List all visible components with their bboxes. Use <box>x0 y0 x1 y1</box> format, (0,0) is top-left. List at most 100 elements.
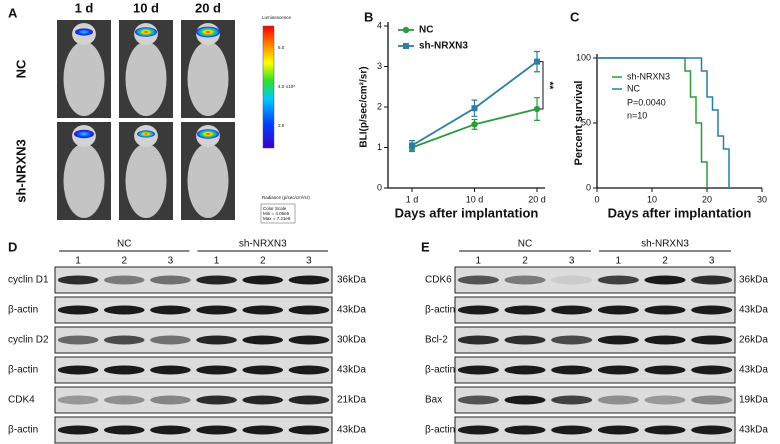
lane-label: 2 <box>522 256 528 267</box>
scale-title: Luminescence <box>262 15 292 20</box>
blot <box>454 266 736 294</box>
band <box>288 365 330 375</box>
scale-range: Color Scale <box>263 206 287 211</box>
y-tick-label: 1 <box>377 142 382 152</box>
blot <box>454 416 736 444</box>
panel-label: A <box>8 5 18 20</box>
band <box>597 425 639 435</box>
band <box>288 305 330 315</box>
lane-label: 1 <box>616 256 622 267</box>
survival-line <box>597 57 708 188</box>
signal <box>197 129 219 139</box>
signal <box>75 28 93 36</box>
band <box>288 335 330 345</box>
mouse-body <box>125 41 167 117</box>
lane-label: 3 <box>168 256 174 267</box>
band <box>288 275 330 285</box>
band <box>457 425 499 435</box>
band <box>57 305 99 315</box>
band <box>644 425 686 435</box>
band <box>457 305 499 315</box>
mouse-body <box>63 143 105 219</box>
blot <box>454 326 736 354</box>
size-label: 43kDa <box>337 305 366 316</box>
y-tick-label: 100 <box>576 52 591 62</box>
group-label: sh-NRXN3 <box>239 239 287 250</box>
survival-line <box>597 57 730 188</box>
band <box>504 425 546 435</box>
band <box>457 395 499 405</box>
band <box>644 305 686 315</box>
size-label: 43kDa <box>337 365 366 376</box>
band <box>691 335 733 345</box>
band <box>597 335 639 345</box>
band <box>597 365 639 375</box>
band <box>150 305 191 315</box>
x-tick-label: 10 <box>647 194 657 204</box>
size-label: 21kDa <box>337 395 366 406</box>
size-label: 43kDa <box>337 425 366 436</box>
blot <box>54 356 333 384</box>
band <box>597 395 639 405</box>
band <box>150 395 191 405</box>
band <box>597 275 639 285</box>
scale-tick: 6.0 <box>278 45 285 50</box>
band <box>196 275 237 285</box>
lane-label: 1 <box>476 256 482 267</box>
protein-label: β-actin <box>425 425 455 436</box>
band <box>196 395 237 405</box>
marker <box>533 105 541 113</box>
band <box>691 275 733 285</box>
mouse-body <box>125 143 167 219</box>
lane-label: 3 <box>306 256 312 267</box>
x-tick-label: 0 <box>594 194 599 204</box>
protein-label: β-actin <box>8 305 38 316</box>
y-tick-label: 50 <box>581 117 591 127</box>
protein-label: cyclin D1 <box>8 275 49 286</box>
scale-tick: 4.0 <box>278 84 285 89</box>
row-label: sh-NRXN3 <box>13 139 28 203</box>
legend-label: sh-NRXN3 <box>627 71 670 81</box>
protein-label: Bax <box>425 395 442 406</box>
band <box>551 395 593 405</box>
mouse-body <box>187 41 229 117</box>
lane-label: 1 <box>75 256 81 267</box>
annotation: P=0.0040 <box>627 97 666 107</box>
band <box>504 335 546 345</box>
color-bar <box>262 25 275 149</box>
band <box>504 275 546 285</box>
band <box>242 275 284 285</box>
band <box>196 335 237 345</box>
scale-range: Max = 7.21e6 <box>263 216 291 221</box>
band <box>103 395 145 405</box>
band <box>551 365 593 375</box>
band <box>196 365 237 375</box>
band <box>457 275 499 285</box>
lane-label: 2 <box>260 256 266 267</box>
band <box>504 395 546 405</box>
blot <box>454 356 736 384</box>
band <box>691 425 733 435</box>
scale-box <box>260 203 296 224</box>
blot <box>454 296 736 324</box>
size-label: 19kDa <box>739 395 768 406</box>
band <box>57 395 99 405</box>
panel-label: E <box>421 239 430 254</box>
scale-tick: 2.0 <box>278 123 285 128</box>
band <box>504 365 546 375</box>
band <box>644 365 686 375</box>
marker <box>471 121 478 128</box>
band <box>691 305 733 315</box>
band <box>691 395 733 405</box>
protein-label: β-actin <box>8 365 38 376</box>
blot <box>54 326 333 354</box>
group-label: NC <box>117 239 131 250</box>
y-axis-title: BLI(p/sec/cm²/sr) <box>359 66 370 147</box>
band <box>288 425 330 435</box>
band <box>103 275 145 285</box>
band <box>242 335 284 345</box>
y-tick-label: 3 <box>377 61 382 71</box>
size-label: 36kDa <box>739 275 768 286</box>
band <box>196 425 237 435</box>
band <box>57 365 99 375</box>
